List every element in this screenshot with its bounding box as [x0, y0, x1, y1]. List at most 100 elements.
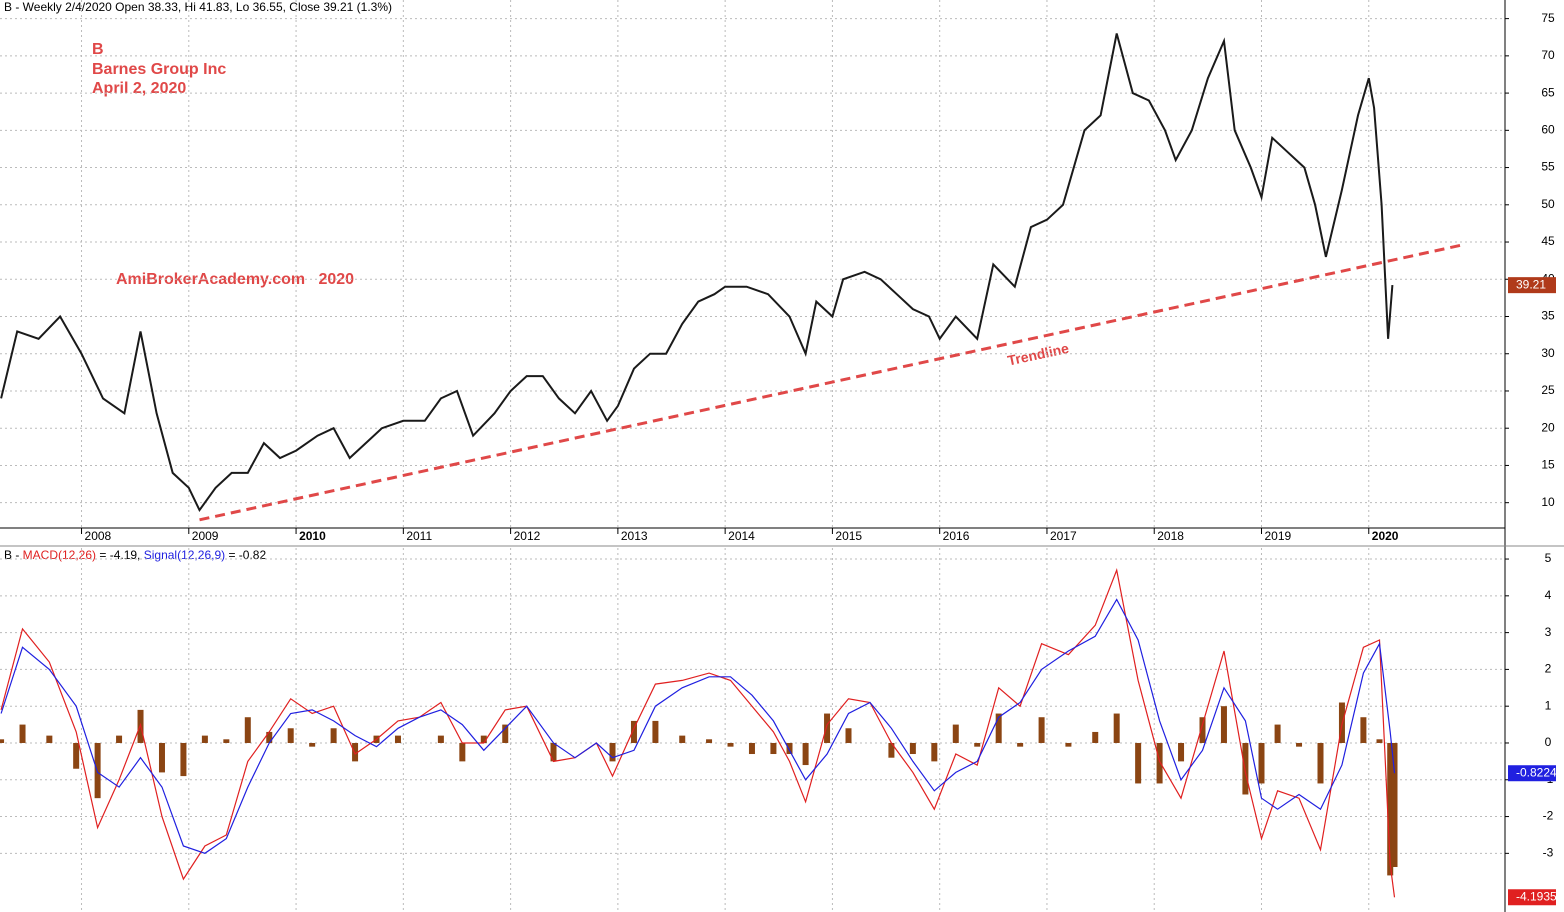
histogram-bar — [1199, 717, 1206, 743]
histogram-bar — [652, 720, 659, 743]
value-tag-label: -0.82247 — [1516, 765, 1564, 779]
histogram-bar — [1242, 742, 1249, 795]
histogram-bar — [19, 724, 26, 743]
histogram-bar — [679, 735, 686, 743]
histogram-bar — [786, 742, 793, 755]
y-tick-label: 65 — [1541, 85, 1555, 99]
value-tag-label: -4.19356 — [1516, 889, 1564, 903]
x-tick-label: 2011 — [406, 529, 432, 543]
y-tick-label: 50 — [1541, 197, 1555, 211]
x-tick-label: 2014 — [728, 529, 755, 543]
histogram-bar — [609, 742, 616, 762]
histogram-bar — [1220, 706, 1227, 743]
header-part: Signal(12,26,9) — [144, 548, 225, 562]
histogram-bar — [952, 724, 959, 743]
histogram-bar — [770, 742, 777, 755]
histogram-bar — [394, 735, 401, 743]
y-tick-label: 35 — [1541, 309, 1555, 323]
x-tick-label: 2008 — [85, 529, 112, 543]
histogram-bar — [1113, 713, 1120, 743]
y-tick-label: 75 — [1541, 11, 1555, 25]
y-tick-label: 4 — [1545, 588, 1552, 602]
histogram-bar — [330, 728, 337, 743]
y-tick-label: -2 — [1543, 809, 1554, 823]
y-tick-label: 5 — [1545, 551, 1552, 565]
histogram-bar — [480, 735, 487, 743]
price-line — [0, 33, 1394, 513]
y-tick-label: 55 — [1541, 160, 1555, 174]
x-tick-label: 2019 — [1264, 529, 1291, 543]
histogram-bar — [931, 742, 938, 762]
y-tick-label: 1 — [1545, 698, 1552, 712]
value-tag — [1508, 765, 1556, 782]
header-part: = -4.19, — [96, 548, 144, 562]
histogram-bar — [888, 742, 895, 758]
y-tick-label: 10 — [1541, 495, 1555, 509]
histogram-bar — [909, 742, 916, 755]
y-tick-label: 45 — [1541, 234, 1555, 248]
y-tick-label: 2 — [1545, 662, 1552, 676]
header-part: = -0.82 — [225, 548, 266, 562]
x-tick-label: 2017 — [1050, 529, 1077, 543]
value-tag — [1508, 889, 1556, 906]
histogram-bar — [1376, 739, 1383, 743]
trendline — [199, 243, 1463, 522]
histogram-bar — [1092, 731, 1099, 743]
histogram-bar — [201, 735, 208, 743]
x-tick-label: 2012 — [514, 529, 541, 543]
symbol: B — [92, 41, 104, 58]
histogram-bar — [244, 717, 251, 743]
histogram-bar — [437, 735, 444, 743]
histogram-bar — [824, 713, 831, 743]
y-tick-label: 3 — [1545, 625, 1552, 639]
y-tick-label: 25 — [1541, 383, 1555, 397]
histogram-bar — [974, 742, 981, 747]
histogram-bar — [1258, 742, 1265, 784]
x-tick-label: 2018 — [1157, 529, 1184, 543]
y-tick-label: 20 — [1541, 420, 1555, 434]
histogram-bar — [266, 731, 273, 743]
histogram-bar — [223, 739, 230, 743]
histogram-bar — [459, 742, 466, 762]
price-header: B - Weekly 2/4/2020 Open 38.33, Hi 41.83… — [4, 0, 392, 14]
histogram-bar — [502, 724, 509, 743]
histogram-bar — [1296, 742, 1303, 747]
macd-line — [0, 567, 1396, 898]
histogram-bar — [845, 728, 852, 743]
x-tick-label: 2020 — [1372, 529, 1399, 543]
histogram-bar — [73, 742, 80, 769]
histogram-bar — [1387, 742, 1394, 876]
x-tick-label: 2010 — [299, 529, 326, 543]
y-tick-label: 0 — [1545, 735, 1552, 749]
x-tick-label: 2009 — [192, 529, 219, 543]
histogram-bar — [309, 742, 316, 747]
histogram-bar — [995, 713, 1002, 743]
histogram-bar — [287, 728, 294, 743]
histogram-bar — [1065, 742, 1072, 747]
header-part: B - — [4, 548, 23, 562]
histogram-bar — [706, 739, 713, 743]
histogram-bar — [46, 735, 53, 743]
histogram-bar — [0, 739, 5, 743]
histogram-bar — [1017, 742, 1024, 747]
histogram-bar — [630, 720, 637, 743]
histogram-bar — [1038, 717, 1045, 743]
y-tick-label: 15 — [1541, 458, 1555, 472]
x-tick-label: 2013 — [621, 529, 648, 543]
header-part: MACD(12,26) — [23, 548, 96, 562]
histogram-bar — [1156, 742, 1163, 784]
histogram-bar — [1317, 742, 1324, 784]
y-tick-label: 60 — [1541, 122, 1555, 136]
histogram-bar — [180, 742, 187, 777]
trendline-label: Trendline — [1006, 340, 1070, 369]
x-tick-label: 2015 — [835, 529, 862, 543]
histogram-bar — [352, 742, 359, 762]
histogram-bar — [116, 735, 123, 743]
histogram-bar — [748, 742, 755, 755]
histogram-bar — [1135, 742, 1142, 784]
histogram-bar — [727, 742, 734, 747]
value-tag-label: 39.21 — [1516, 277, 1546, 291]
date: April 2, 2020 — [92, 80, 186, 97]
y-tick-label: -3 — [1543, 846, 1554, 860]
